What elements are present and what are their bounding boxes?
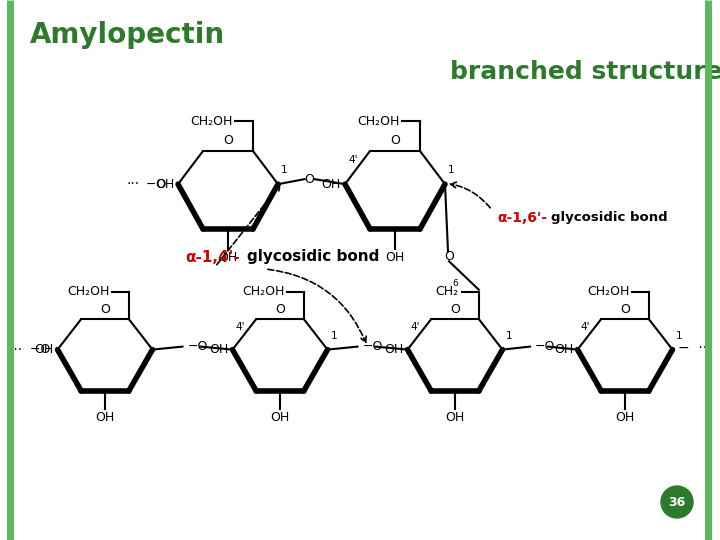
Text: 1: 1 (281, 165, 287, 175)
Text: OH: OH (155, 178, 174, 191)
Text: OH: OH (616, 411, 634, 424)
Text: O: O (275, 303, 285, 316)
Text: O: O (390, 134, 400, 147)
Text: 1: 1 (505, 331, 512, 341)
Text: OH: OH (385, 251, 405, 264)
Text: −O: −O (535, 340, 555, 353)
Text: ···: ··· (127, 177, 140, 191)
Text: glycosidic bond: glycosidic bond (247, 249, 379, 265)
Text: O: O (305, 173, 315, 186)
Text: ···: ··· (9, 342, 22, 356)
Text: −O: −O (362, 340, 383, 353)
Text: branched structure: branched structure (450, 60, 720, 84)
Text: OH: OH (35, 343, 53, 356)
Text: CH₂: CH₂ (436, 285, 459, 298)
Text: 1: 1 (675, 331, 682, 341)
Text: −O: −O (187, 340, 208, 353)
Text: glycosidic bond: glycosidic bond (551, 212, 667, 225)
Text: 4': 4' (348, 154, 358, 165)
Text: CH₂OH: CH₂OH (242, 285, 284, 298)
Text: −O: −O (25, 343, 50, 356)
Circle shape (661, 486, 693, 518)
Text: −  ···: − ··· (678, 341, 712, 355)
Text: 4': 4' (580, 322, 590, 332)
Text: CH₂OH: CH₂OH (191, 115, 233, 128)
Text: O: O (620, 303, 630, 316)
Text: OH: OH (554, 343, 574, 356)
Text: OH: OH (95, 411, 114, 424)
Text: O: O (444, 250, 454, 263)
Text: 4': 4' (410, 322, 420, 332)
Text: OH: OH (271, 411, 289, 424)
Text: 6: 6 (452, 279, 458, 288)
Text: OH: OH (210, 343, 228, 356)
Text: OH: OH (446, 411, 464, 424)
Text: Amylopectin: Amylopectin (30, 21, 225, 49)
Text: 4': 4' (235, 322, 245, 332)
Text: O: O (223, 134, 233, 147)
Text: OH: OH (384, 343, 403, 356)
Text: CH₂OH: CH₂OH (588, 285, 630, 298)
Text: 36: 36 (668, 496, 685, 509)
Text: CH₂OH: CH₂OH (67, 285, 109, 298)
Text: α-1,4'-: α-1,4'- (185, 249, 240, 265)
Text: α-1,6'-: α-1,6'- (497, 211, 547, 225)
Text: CH₂OH: CH₂OH (358, 115, 400, 128)
Text: 1: 1 (448, 165, 454, 175)
Text: 1: 1 (330, 331, 337, 341)
Text: OH: OH (218, 251, 238, 264)
Text: OH: OH (322, 178, 341, 191)
Text: O: O (100, 303, 110, 316)
Text: O: O (450, 303, 460, 316)
Text: −O: −O (142, 178, 166, 191)
